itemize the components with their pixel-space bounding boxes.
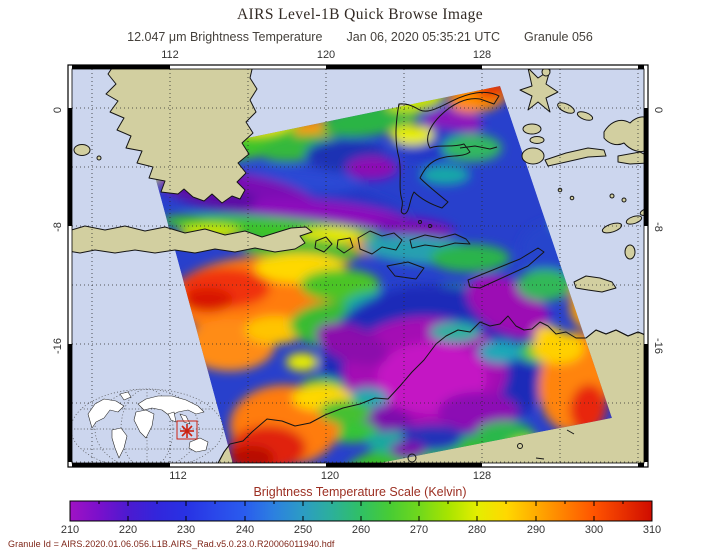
cb-tick-270: 270 <box>409 524 429 536</box>
cb-tick-260: 260 <box>351 524 371 536</box>
cb-tick-240: 240 <box>235 524 255 536</box>
cb-tick-230: 230 <box>176 524 196 536</box>
cb-tick-290: 290 <box>526 524 546 536</box>
lat-tick-right-8: -8 <box>652 222 664 232</box>
lat-tick-right-0: 0 <box>652 106 664 114</box>
figure-subtitle: 12.047 μm Brightness Temperature Jan 06,… <box>0 30 720 44</box>
colorbar-ticks <box>98 501 624 521</box>
subtitle-granule: Granule 056 <box>524 30 593 44</box>
lon-tick-bottom-128: 128 <box>472 470 492 482</box>
cb-tick-210: 210 <box>60 524 80 536</box>
subtitle-channel: 12.047 μm Brightness Temperature <box>127 30 323 44</box>
cb-tick-250: 250 <box>293 524 313 536</box>
lat-tick-left-0: 0 <box>52 106 64 114</box>
map-frame <box>67 64 649 468</box>
lat-tick-left-8: -8 <box>52 222 64 232</box>
cb-tick-220: 220 <box>118 524 138 536</box>
granule-location-marker <box>176 420 198 440</box>
coastline-overlay <box>215 91 648 467</box>
cb-tick-300: 300 <box>584 524 604 536</box>
page-title: AIRS Level-1B Quick Browse Image <box>236 6 484 23</box>
lon-tick-top-120: 120 <box>316 49 336 61</box>
lon-tick-top-128: 128 <box>472 49 492 61</box>
lon-tick-bottom-120: 120 <box>320 470 340 482</box>
granule-id: Granule Id = AIRS.2020.01.06.056.L1B.AIR… <box>8 539 335 549</box>
cb-tick-280: 280 <box>467 524 487 536</box>
landmasses-over <box>68 65 648 293</box>
lon-tick-bottom-112: 112 <box>169 470 187 482</box>
subtitle-datetime: Jan 06, 2020 05:35:21 UTC <box>346 30 501 44</box>
lon-tick-top-112: 112 <box>161 49 179 61</box>
colorbar-title: Brightness Temperature Scale (Kelvin) <box>253 485 467 499</box>
lat-tick-right-16: -16 <box>652 338 664 354</box>
cb-tick-310: 310 <box>642 524 662 536</box>
colorbar <box>69 500 653 522</box>
inset-world-map <box>70 388 224 467</box>
lat-tick-left-16: -16 <box>52 338 64 354</box>
